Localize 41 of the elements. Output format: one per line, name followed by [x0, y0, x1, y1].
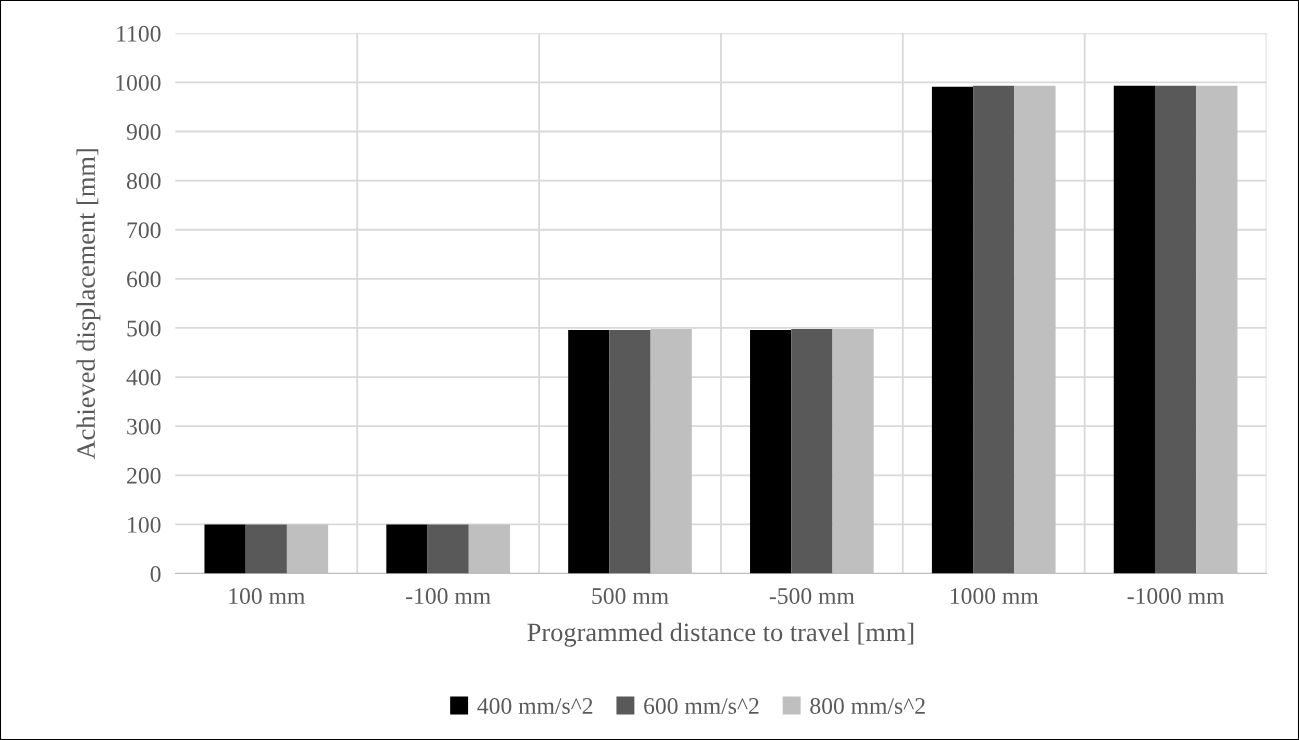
y-tick-label: 400 — [126, 369, 161, 386]
y-tick-label: 100 — [128, 516, 161, 533]
y-tick-label: 900 — [126, 124, 161, 140]
x-tick-label: 1000 mm — [950, 588, 1039, 605]
bar — [568, 329, 610, 574]
y-tick-label: 200 — [127, 467, 161, 484]
y-tick-label: 0 — [150, 565, 161, 582]
bar — [750, 329, 792, 574]
y-tick-label: 500 — [127, 320, 161, 337]
bar — [973, 85, 1015, 574]
bar — [286, 524, 329, 574]
bar — [791, 328, 833, 574]
y-tick-label: 700 — [127, 222, 161, 239]
x-tick-label: 100 mm — [229, 588, 305, 605]
x-tick-label: -100 mm — [406, 588, 491, 605]
bar — [468, 524, 510, 574]
bar — [1014, 85, 1056, 574]
y-tick-label: 800 — [126, 173, 161, 190]
bar — [1154, 85, 1197, 574]
legend-label: 600 mm/s^2 — [644, 698, 759, 714]
bar — [832, 328, 874, 574]
bar — [1113, 85, 1155, 574]
y-tick-label: 600 — [127, 271, 161, 288]
legend-label: 800 mm/s^2 — [810, 698, 925, 714]
bar — [245, 524, 287, 574]
x-tick-label: -500 mm — [769, 588, 855, 605]
bar — [1196, 85, 1238, 574]
x-axis-title: Programmed distance to travel [mm] — [527, 622, 914, 647]
y-tick-label: 1100 — [117, 25, 161, 42]
bar — [609, 329, 651, 574]
x-tick-label: -1000 mm — [1127, 588, 1225, 605]
bar — [386, 524, 428, 574]
bar — [650, 328, 692, 574]
bar — [204, 524, 246, 574]
bar — [931, 86, 974, 574]
legend-label: 400 mm/s^2 — [477, 698, 593, 714]
y-tick-label: 1000 — [116, 74, 161, 91]
x-tick-label: 500 mm — [592, 588, 669, 605]
y-tick-label: 300 — [127, 418, 161, 435]
y-axis-title: Achieved displacement [mm] — [76, 149, 101, 460]
bar — [427, 524, 469, 574]
